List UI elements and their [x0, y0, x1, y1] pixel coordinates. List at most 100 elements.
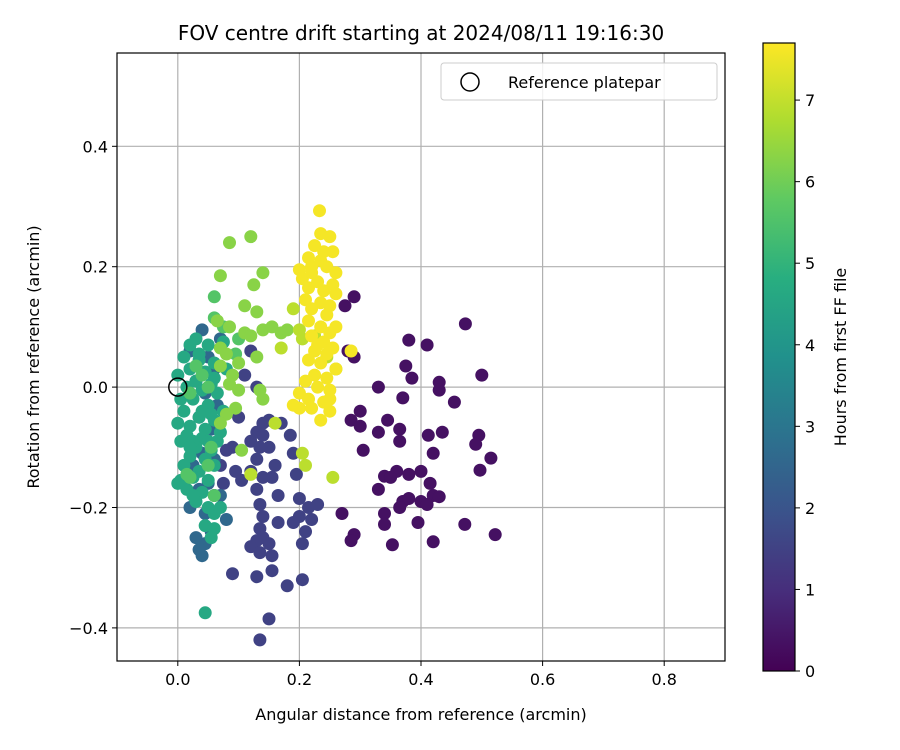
data-point [189, 531, 203, 545]
data-point [432, 490, 446, 504]
data-point [344, 534, 358, 548]
colorbar-gradient [762, 42, 796, 672]
data-point [420, 498, 434, 511]
data-point [226, 567, 239, 581]
data-point [435, 425, 449, 439]
data-point [344, 344, 358, 358]
data-point [219, 443, 233, 457]
data-point [213, 416, 227, 430]
data-point [286, 446, 300, 460]
data-point [458, 517, 472, 531]
data-point [329, 362, 343, 376]
data-point [238, 299, 252, 313]
data-point [223, 320, 236, 334]
data-point [326, 470, 340, 484]
data-point [265, 549, 279, 563]
data-point [204, 440, 218, 454]
data-point [274, 341, 288, 355]
data-point [302, 281, 315, 295]
data-point [311, 498, 325, 511]
data-point [302, 314, 315, 328]
data-point [268, 458, 282, 472]
x-axis-label: Angular distance from reference (arcmin) [255, 705, 586, 724]
data-point [371, 425, 385, 439]
data-point [378, 517, 391, 531]
data-point [420, 338, 434, 352]
data-point [219, 513, 233, 526]
data-point [235, 443, 249, 457]
data-point [421, 428, 435, 442]
data-point [171, 416, 185, 430]
data-point [447, 395, 461, 409]
data-point [201, 473, 215, 487]
colorbar-tick-label: 4 [805, 336, 815, 355]
data-point [381, 413, 395, 427]
x-tick-label: 0.4 [408, 670, 433, 689]
data-point [313, 204, 326, 218]
data-point [286, 302, 300, 316]
colorbar: 0 1 2 3 4 5 6 7 Hours from first FF file [762, 42, 850, 681]
data-point [469, 437, 483, 451]
data-point [338, 299, 352, 313]
data-point [299, 525, 312, 539]
data-point [244, 467, 258, 481]
data-point [353, 419, 367, 433]
data-point [262, 612, 276, 626]
y-tick-label: 0.4 [83, 137, 108, 156]
data-point [320, 308, 334, 322]
y-tick-label: 0.2 [83, 258, 108, 277]
data-point [183, 440, 197, 454]
data-point [326, 245, 340, 259]
data-point [250, 452, 264, 466]
data-point [317, 284, 331, 298]
data-point [475, 368, 489, 382]
y-axis-label: Rotation from reference (arcmin) [24, 225, 43, 488]
data-point [265, 470, 279, 484]
data-point [195, 368, 209, 382]
data-point [229, 401, 243, 415]
data-point [253, 498, 267, 511]
data-point [253, 440, 267, 454]
data-point [283, 428, 297, 442]
colorbar-label: Hours from first FF file [831, 268, 850, 447]
legend: Reference platepar [440, 62, 718, 101]
data-point [238, 368, 252, 382]
data-point [207, 290, 221, 304]
data-point [299, 458, 312, 472]
data-point [393, 422, 407, 436]
data-point [213, 269, 227, 283]
data-point [216, 476, 230, 490]
data-point [256, 470, 270, 484]
data-point [262, 440, 276, 454]
data-point [192, 347, 206, 361]
y-tick-label: 0.0 [83, 378, 108, 397]
data-point [402, 467, 416, 481]
data-point [335, 507, 349, 520]
data-point [371, 482, 385, 496]
data-point [253, 546, 267, 560]
data-point [244, 329, 258, 343]
data-point [207, 489, 221, 502]
data-point [186, 489, 200, 502]
legend-entry-reference-platepar: Reference platepar [508, 73, 661, 92]
data-point [371, 380, 385, 394]
data-point [207, 522, 221, 536]
data-point [210, 314, 224, 328]
legend-box [440, 62, 718, 101]
data-point [302, 353, 315, 367]
data-point [244, 230, 258, 244]
data-point [247, 278, 261, 292]
colorbar-ticks: 0 1 2 3 4 5 6 7 [795, 91, 815, 681]
colorbar-tick-label: 7 [805, 91, 815, 110]
y-axis-ticks: −0.4 −0.2 0.0 0.2 0.4 [69, 137, 117, 638]
data-point [305, 401, 319, 415]
data-point [323, 392, 337, 406]
data-point [192, 543, 206, 557]
data-point [256, 266, 270, 280]
data-point [329, 287, 343, 301]
data-point [268, 416, 282, 430]
data-point [198, 606, 212, 620]
data-point [256, 392, 270, 406]
data-point [402, 333, 416, 347]
